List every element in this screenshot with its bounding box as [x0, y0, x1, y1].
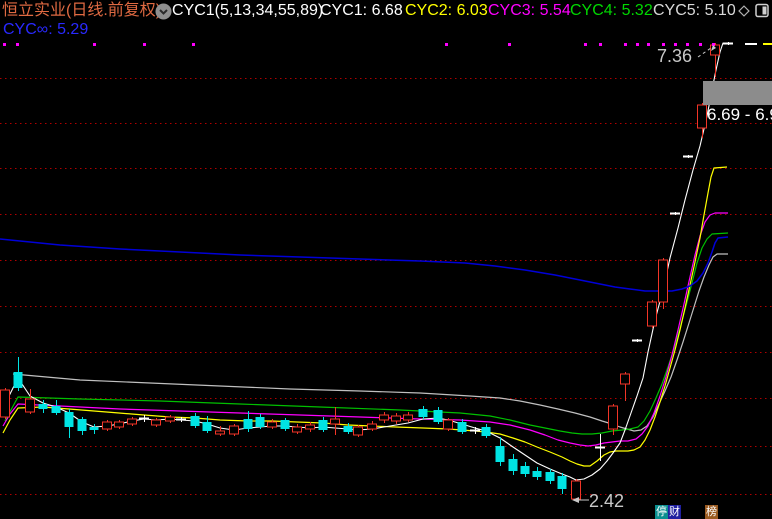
- svg-text:2.42: 2.42: [589, 491, 624, 511]
- cyc3-value: CYC3: 5.54: [488, 2, 571, 19]
- cyc1-value: CYC1: 6.68: [320, 2, 403, 19]
- price-range-box: [703, 81, 772, 105]
- cyc-lines: [0, 42, 733, 481]
- signal-markers: [3, 43, 772, 46]
- annotations: 7.36 2.42 6.69 - 6.9: [572, 45, 772, 511]
- indicator-formula: CYC1(5,13,34,55,89): [172, 2, 324, 19]
- gridlines: [0, 78, 772, 495]
- price-range-label: 6.69 - 6.9: [707, 105, 772, 124]
- cyc5-value: CYC5: 5.10: [653, 2, 736, 19]
- cyc2-value: CYC2: 6.03: [405, 2, 488, 19]
- cyc-inf-value: CYC∞: 5.29: [3, 21, 89, 38]
- panel-layout-icon[interactable]: [755, 3, 769, 23]
- stock-title: 恒立实业(日线.前复权): [2, 2, 162, 19]
- quick-button-ting[interactable]: 停: [655, 505, 668, 519]
- svg-text:7.36: 7.36: [657, 46, 692, 66]
- cyc4-value: CYC4: 5.32: [570, 2, 653, 19]
- chevron-down-circle-icon[interactable]: [155, 3, 172, 25]
- quick-button-cai[interactable]: 财: [668, 505, 681, 519]
- quick-button-bang[interactable]: 榜: [705, 505, 718, 519]
- diamond-icon[interactable]: [737, 4, 751, 23]
- candlesticks: [0, 42, 733, 501]
